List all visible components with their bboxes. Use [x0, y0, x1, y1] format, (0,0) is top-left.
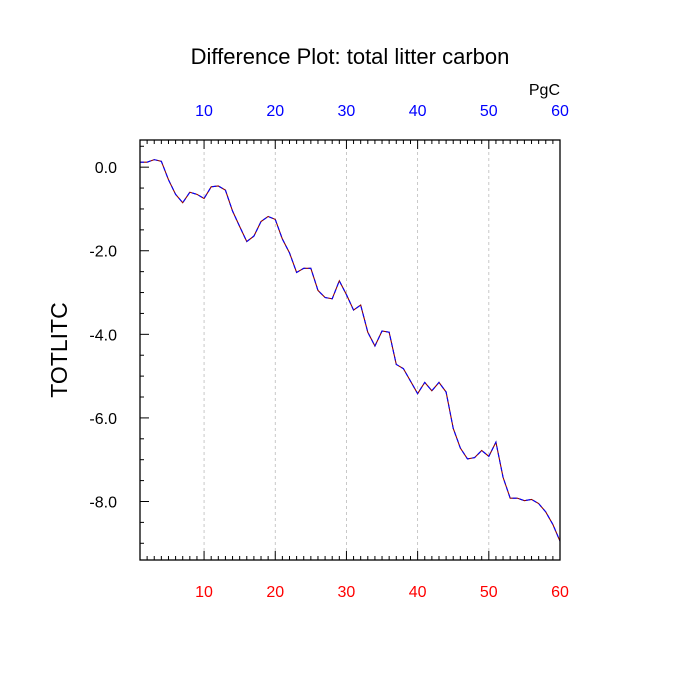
y-tick-label-3: -6.0: [89, 411, 117, 428]
x-tick-label-top-40: 40: [409, 103, 427, 120]
y-tick-label-2: -4.0: [89, 327, 117, 344]
y-tick-label-4: -8.0: [89, 494, 117, 511]
x-tick-label-bottom-40: 40: [409, 584, 427, 601]
top-axis-unit: PgC: [529, 82, 560, 99]
tick-labels: 10 10 20 20 30 30 40 40 50 50 60 60 0.0 -2.0 -4.0 -6.0 -…: [89, 103, 569, 601]
y-tick-label-1: -2.0: [89, 244, 117, 261]
series-lines: [140, 159, 561, 542]
x-tick-label-bottom-20: 20: [266, 584, 284, 601]
plot-frame: [139, 139, 561, 561]
y-axis-label: TOTLITC: [46, 302, 72, 397]
x-tick-label-top-10: 10: [195, 103, 213, 120]
x-tick-label-top-20: 20: [266, 103, 284, 120]
x-tick-label-top-30: 30: [338, 103, 356, 120]
x-tick-label-top-60: 60: [551, 103, 569, 120]
x-tick-label-bottom-50: 50: [480, 584, 498, 601]
y-tick-label-0: 0.0: [95, 160, 117, 177]
x-tick-label-top-50: 50: [480, 103, 498, 120]
x-tick-label-bottom-60: 60: [551, 584, 569, 601]
x-tick-label-bottom-30: 30: [338, 584, 356, 601]
axis-ticks: [139, 140, 561, 560]
grid-lines: [203, 140, 490, 560]
chart-title: Difference Plot: total litter carbon: [191, 44, 510, 69]
series-line-solid-0: [140, 159, 561, 542]
series-line-dashed-0: [140, 159, 561, 542]
x-tick-label-bottom-10: 10: [195, 584, 213, 601]
